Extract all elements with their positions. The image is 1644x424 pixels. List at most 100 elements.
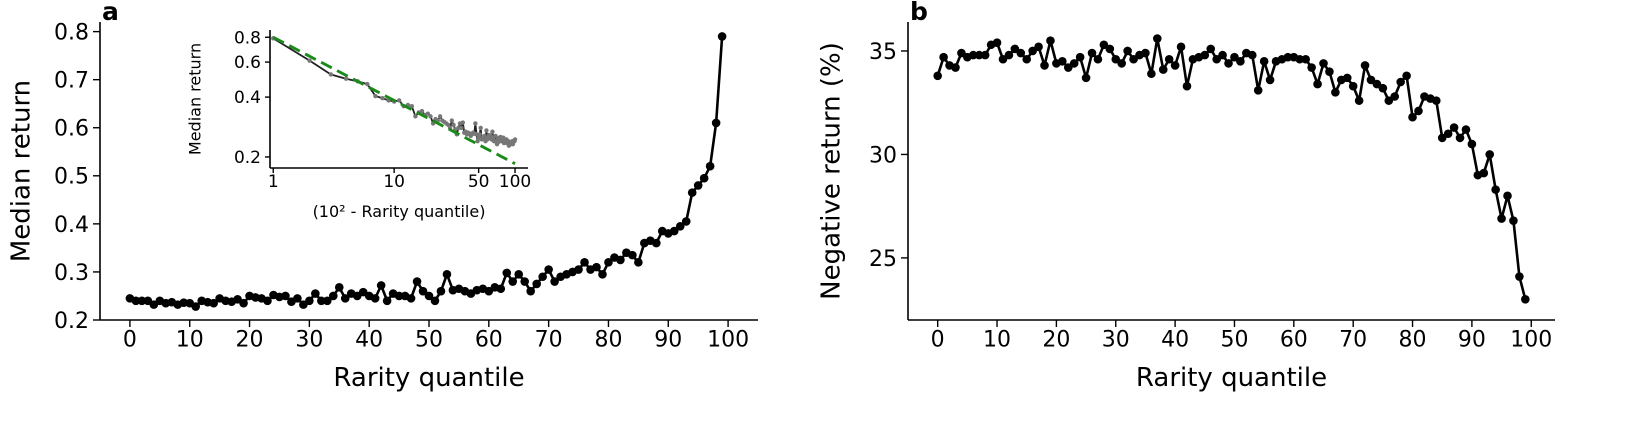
data-point xyxy=(634,258,643,267)
x-tick-label: 90 xyxy=(1458,328,1486,353)
data-point xyxy=(574,265,583,274)
data-point xyxy=(334,283,344,292)
data-point xyxy=(493,133,498,139)
data-point xyxy=(992,38,1002,47)
panel-label: a xyxy=(102,0,119,26)
data-point xyxy=(394,291,404,301)
data-point xyxy=(550,277,559,286)
data-point xyxy=(711,118,721,128)
data-point xyxy=(1176,42,1186,52)
y-tick-label: 0.2 xyxy=(234,148,261,168)
data-point xyxy=(1313,79,1322,89)
data-point xyxy=(396,98,402,103)
data-point xyxy=(1360,61,1370,70)
data-point xyxy=(1342,73,1352,83)
data-point xyxy=(490,129,495,134)
y-tick-label: 30 xyxy=(869,143,897,168)
y-tick-label: 0.8 xyxy=(54,21,89,46)
data-point xyxy=(425,111,431,116)
data-point xyxy=(939,52,948,62)
panel-label: b xyxy=(910,0,928,26)
data-point xyxy=(1521,295,1530,304)
data-point xyxy=(409,104,415,109)
x-tick-label: 40 xyxy=(1161,328,1189,353)
data-point xyxy=(1040,61,1049,70)
data-point xyxy=(717,32,727,41)
data-point xyxy=(1461,125,1471,134)
data-point xyxy=(1390,92,1400,101)
data-point xyxy=(508,277,518,286)
data-point xyxy=(1491,185,1500,194)
data-point xyxy=(1075,52,1085,62)
data-point xyxy=(1295,54,1305,64)
y-tick-label: 0.2 xyxy=(54,309,89,334)
data-point xyxy=(1224,59,1233,68)
data-point xyxy=(1414,106,1423,116)
x-tick-label: 50 xyxy=(468,172,490,192)
x-tick-label: 70 xyxy=(535,328,563,353)
data-point xyxy=(1182,81,1192,91)
data-point xyxy=(1467,139,1477,149)
panel: 0 10 20 30 40 50 60 70 80 90 100 25 30 35 Rarity quant… xyxy=(817,0,1555,393)
y-axis-label: Median return xyxy=(186,43,205,155)
data-point xyxy=(484,128,489,133)
data-point xyxy=(628,250,637,260)
data-point xyxy=(406,294,416,303)
data-point xyxy=(1503,191,1512,201)
data-point xyxy=(669,226,679,236)
data-point xyxy=(1396,77,1405,87)
x-tick-label: 60 xyxy=(475,328,503,353)
data-point xyxy=(1443,129,1453,139)
data-point xyxy=(532,279,541,289)
data-point xyxy=(1348,81,1358,91)
data-point xyxy=(442,270,452,279)
data-point xyxy=(538,272,547,282)
data-point xyxy=(382,296,392,306)
x-tick-label: 70 xyxy=(1339,328,1367,353)
data-point xyxy=(365,81,370,87)
data-point xyxy=(1408,112,1417,122)
data-point xyxy=(459,125,464,131)
data-point xyxy=(1319,59,1328,68)
data-point xyxy=(1515,272,1524,281)
data-point xyxy=(1247,50,1257,60)
data-point xyxy=(1378,83,1388,93)
x-tick-label: 80 xyxy=(1399,328,1427,353)
data-point xyxy=(1022,54,1032,64)
data-point xyxy=(1141,48,1150,58)
data-point xyxy=(1331,88,1340,97)
data-point xyxy=(1301,54,1310,64)
data-point xyxy=(191,302,201,311)
x-tick-label: 20 xyxy=(1042,328,1070,353)
data-point xyxy=(1259,57,1269,66)
data-point xyxy=(281,291,290,301)
x-tick-label: 30 xyxy=(1102,328,1130,353)
data-point xyxy=(412,277,422,286)
x-axis-label: (10² - Rarity quantile) xyxy=(313,202,486,221)
data-point xyxy=(428,114,433,119)
data-point xyxy=(616,255,625,265)
data-point xyxy=(1253,85,1263,95)
y-tick-label: 0.8 xyxy=(234,28,261,48)
y-axis-label: Median return xyxy=(7,80,37,262)
data-point xyxy=(1087,48,1097,58)
data-point xyxy=(376,281,386,290)
x-tick-label: 50 xyxy=(1220,328,1248,353)
x-tick-label: 10 xyxy=(176,328,204,353)
data-point xyxy=(1449,123,1459,132)
x-tick-label: 20 xyxy=(236,328,264,353)
data-point xyxy=(477,132,482,137)
data-point xyxy=(1147,69,1156,79)
data-point xyxy=(1164,54,1174,64)
data-point xyxy=(705,161,715,171)
data-point xyxy=(687,188,697,197)
y-tick-label: 25 xyxy=(869,247,897,272)
y-tick-label: 0.4 xyxy=(54,213,89,238)
data-point xyxy=(1509,216,1518,225)
data-point xyxy=(343,76,349,81)
data-point xyxy=(424,291,434,301)
data-point xyxy=(604,258,613,267)
data-point xyxy=(1455,133,1465,143)
series-line xyxy=(272,35,516,165)
data-point xyxy=(1170,61,1180,70)
